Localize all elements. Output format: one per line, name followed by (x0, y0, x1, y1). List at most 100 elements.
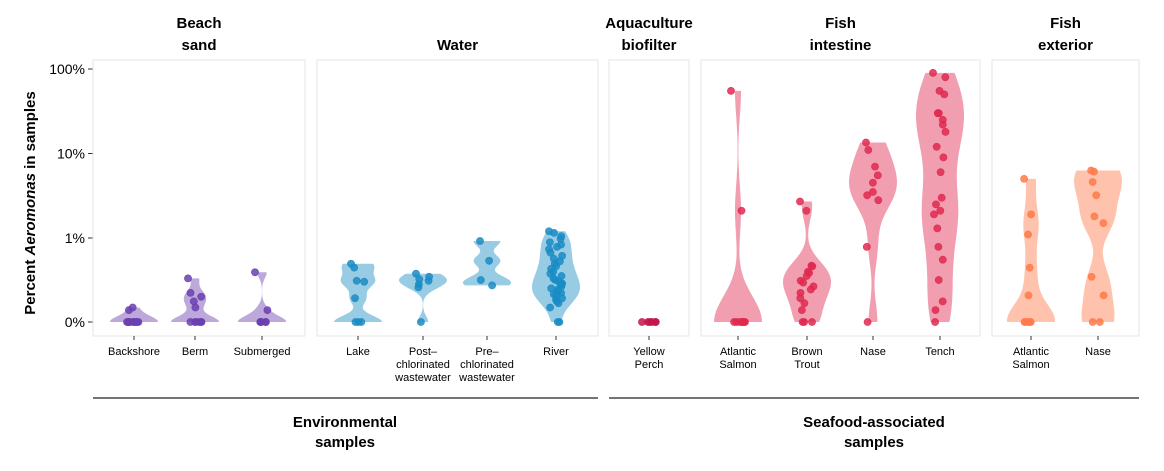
facet-panel: Fish intestine Atlantic Salmon Brown Trout Nas… (700, 15, 981, 371)
data-point (869, 188, 877, 196)
x-tick-label: Berm (182, 346, 208, 358)
x-tick-label: Atlantic Salmon (719, 346, 756, 371)
violin-shape (1007, 178, 1055, 322)
data-point (933, 109, 942, 118)
panel-border (608, 59, 690, 337)
data-point (191, 303, 200, 312)
data-point (941, 127, 950, 136)
data-point (354, 318, 363, 326)
data-point (1087, 272, 1096, 281)
data-point (1095, 318, 1104, 326)
data-point (931, 306, 940, 314)
data-point (808, 318, 816, 326)
panel-border (92, 59, 306, 337)
data-point (798, 318, 807, 326)
data-point (798, 306, 806, 314)
y-tick-label: 0% (65, 314, 85, 330)
data-point (251, 268, 259, 277)
data-point (799, 278, 808, 287)
data-point (802, 272, 811, 280)
data-point (941, 73, 950, 82)
facet-title: Aquaculture biofilter (605, 15, 693, 54)
data-point (488, 281, 496, 290)
data-point (360, 277, 369, 286)
x-tick-label: Lake (346, 346, 370, 358)
violin-shape (399, 273, 447, 322)
data-point (800, 299, 809, 308)
data-point (553, 318, 562, 326)
data-point (939, 153, 948, 162)
facet-panel: Beach sand Backshore Berm Submerged (92, 15, 306, 358)
data-point (1024, 230, 1032, 239)
x-tick-label: Atlantic Salmon (1012, 346, 1049, 371)
panel-border (700, 59, 981, 337)
x-tick-label: Yellow Perch (633, 346, 664, 371)
x-tick-label: Post– chlorinated wastewater (394, 346, 451, 384)
data-point (1092, 191, 1101, 200)
violin-shape (1074, 170, 1122, 322)
data-point (869, 178, 877, 187)
data-point (871, 162, 879, 171)
data-point (938, 255, 947, 264)
y-tick-label: 1% (65, 230, 85, 246)
data-point (874, 196, 883, 205)
data-point (184, 274, 192, 283)
data-point (125, 318, 134, 326)
data-point (197, 292, 206, 301)
data-point (863, 191, 872, 200)
group-title: Seafood-associated samples (803, 414, 945, 451)
data-point (934, 242, 943, 251)
data-point (934, 276, 943, 284)
data-point (128, 303, 137, 312)
data-point (862, 242, 871, 251)
data-point (738, 318, 747, 326)
data-point (808, 262, 817, 271)
data-point (932, 142, 941, 151)
data-point (1090, 212, 1099, 221)
x-tick-label: Backshore (108, 346, 160, 358)
data-point (1099, 219, 1108, 227)
data-point (937, 193, 946, 202)
data-point (197, 318, 206, 326)
data-point (796, 197, 804, 206)
data-point (929, 69, 937, 77)
x-tick-label: Pre– chlorinated wastewater (458, 346, 515, 384)
data-point (414, 283, 423, 292)
data-point (1088, 178, 1097, 186)
data-point (930, 210, 938, 219)
panel-border (991, 59, 1140, 337)
data-point (727, 87, 735, 95)
data-point (350, 263, 359, 272)
facet-panel: Fish exterior Atlantic Salmon Nase (991, 15, 1140, 371)
data-point (553, 242, 561, 251)
data-point (256, 318, 265, 326)
facet-title: Beach sand (176, 15, 221, 54)
data-point (862, 138, 870, 147)
data-point (424, 276, 433, 285)
data-point (646, 318, 654, 326)
x-tick-label: Tench (925, 346, 954, 358)
data-point (546, 248, 555, 257)
violin-shape (849, 142, 897, 322)
violin-shape (334, 263, 382, 322)
data-point (1088, 318, 1097, 326)
data-point (1099, 291, 1108, 300)
data-point (550, 228, 558, 237)
data-point (936, 168, 945, 177)
data-point (873, 171, 882, 180)
data-point (864, 146, 873, 154)
facet-title: Water (437, 37, 478, 54)
data-point (938, 120, 947, 129)
data-point (476, 276, 485, 284)
data-point (485, 256, 493, 265)
x-tick-label: Brown Trout (791, 346, 822, 371)
data-point (263, 306, 272, 314)
data-point (938, 297, 947, 306)
x-tick-label: River (543, 346, 569, 358)
data-point (936, 206, 945, 215)
data-point (1090, 167, 1098, 176)
violin-shape (110, 307, 158, 322)
violin-shape (783, 201, 831, 322)
